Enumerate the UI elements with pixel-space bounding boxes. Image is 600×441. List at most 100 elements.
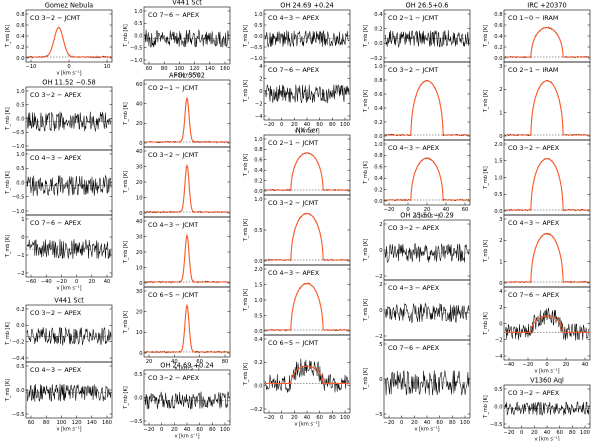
y-tick-label: 0.0 bbox=[494, 209, 502, 215]
transition-label: CO 2−1 − IRAM bbox=[508, 66, 558, 74]
y-tick-label: 4 bbox=[499, 289, 503, 295]
y-tick-label: 0.0 bbox=[494, 56, 502, 62]
y-axis-label: T_mb [K] bbox=[5, 235, 11, 258]
y-tick-label: 0.0 bbox=[254, 259, 262, 265]
y-tick-label: 1.5 bbox=[254, 282, 262, 288]
y-tick-label: 0.4 bbox=[374, 176, 383, 182]
y-tick-label: 0.8 bbox=[16, 12, 24, 18]
y-tick-label: 0 bbox=[139, 211, 142, 217]
source-name: IRC +20370 bbox=[527, 2, 566, 10]
x-tick-label: 0 bbox=[160, 427, 163, 433]
x-tick-label: 0 bbox=[280, 122, 283, 128]
y-axis-label: T_mb [K] bbox=[363, 161, 369, 184]
y-tick-label: 10 bbox=[136, 265, 143, 271]
profile-fit bbox=[145, 233, 229, 283]
y-tick-label: 0 bbox=[379, 248, 382, 254]
y-tick-label: 0.4 bbox=[254, 337, 263, 343]
source-name: OH 11.52 −0.58 bbox=[42, 79, 95, 87]
y-tick-label: 0.0 bbox=[134, 33, 142, 39]
spectrum-panel: V441 Sct 0.2 0.0 −0.2 −0.4 T_mb [K] CO 3−2 − A… bbox=[5, 297, 113, 363]
spectrum-trace bbox=[384, 30, 470, 48]
y-tick-label: 30 bbox=[136, 289, 143, 295]
x-tick-label: 0 bbox=[75, 279, 78, 285]
profile-fit bbox=[265, 212, 349, 261]
x-tick-label: 60 bbox=[196, 359, 203, 365]
source-name: OH 24.69 +0.24 bbox=[280, 2, 333, 10]
y-tick-label: 20 bbox=[136, 250, 143, 256]
source-name: V441 Sct bbox=[172, 0, 202, 7]
x-tick-label: 100 bbox=[220, 427, 230, 433]
y-tick-label: 2.0 bbox=[494, 142, 502, 148]
y-tick-label: 0.2 bbox=[16, 307, 24, 313]
y-tick-label: 0.4 bbox=[254, 168, 263, 174]
y-tick-label: 1.0 bbox=[374, 142, 382, 148]
profile-fit bbox=[265, 365, 349, 384]
x-tick-label: 120 bbox=[190, 66, 200, 72]
transition-label: CO 3−2 − JCMT bbox=[148, 151, 198, 159]
y-axis-label: T_mb [K] bbox=[123, 311, 129, 334]
spectrum-trace bbox=[26, 239, 112, 259]
y-tick-label: 0.8 bbox=[374, 78, 382, 84]
profile-fit bbox=[385, 157, 469, 201]
transition-label: CO 6−5 − JCMT bbox=[148, 291, 198, 299]
y-tick-label: 0.2 bbox=[374, 120, 382, 126]
spectrum-trace bbox=[264, 84, 350, 104]
spectrum-trace bbox=[144, 97, 230, 144]
spectrum-panel: 0.5 0.0 −0.5 T_mb [K] 60 80 100 120 140 160 v [km … bbox=[5, 361, 113, 433]
spectrum-trace bbox=[144, 29, 230, 48]
y-tick-label: −0.2 bbox=[250, 407, 263, 413]
y-tick-label: 1 bbox=[21, 217, 24, 223]
y-tick-label: −0.5 bbox=[12, 130, 25, 136]
y-axis-label: T_mb [K] bbox=[243, 80, 249, 103]
x-tick-label: 10 bbox=[104, 64, 111, 70]
transition-label: CO 3−2 − APEX bbox=[508, 144, 560, 152]
y-tick-label: 0.0 bbox=[134, 395, 142, 401]
x-axis-label: v [km s⁻¹] bbox=[174, 73, 199, 79]
y-tick-label: 0.0 bbox=[16, 56, 24, 62]
spectrum-trace bbox=[504, 79, 590, 137]
spectrum-panel: 1.0 0.8 0.6 0.4 0.2 0.0 T_mb [K] −20 0 20 40 60 v [k… bbox=[363, 139, 471, 220]
spectrum-panel: 420−2−4T_mb [K]−40 −20 0 20 40v [km s⁻¹]CO 7… bbox=[483, 286, 591, 375]
y-tick-label: −0.5 bbox=[12, 412, 25, 418]
y-axis-label: T_mb [K] bbox=[483, 395, 489, 418]
y-tick-label: 1.0 bbox=[254, 137, 262, 143]
y-axis-label: T_mb [K] bbox=[483, 312, 489, 335]
transition-label: CO 7−6 − APEX bbox=[148, 11, 200, 19]
y-tick-label: 0.0 bbox=[374, 199, 382, 205]
transition-label: CO 3−2 − JCMT bbox=[30, 14, 80, 22]
y-tick-label: 0.2 bbox=[494, 45, 502, 51]
y-axis-label: T_mb [K] bbox=[483, 240, 489, 263]
transition-label: CO 7−6 − APEX bbox=[388, 344, 440, 352]
y-tick-label: 5 bbox=[379, 342, 382, 348]
y-tick-label: 0.5 bbox=[494, 387, 502, 393]
y-tick-label: 1 bbox=[499, 259, 502, 265]
spectrum-panel: 1.0 0.5 0.0 −0.5 −1.0 T_mb [K] CO 4−3 − APEX bbox=[5, 149, 113, 216]
spectrum-panel: OH 11.52 −0.58 1.0 0.5 0.0 −0.5 −1.0 T_mb [K] C… bbox=[5, 79, 113, 151]
transition-label: CO 4−3 − APEX bbox=[388, 144, 440, 152]
x-tick-label: −20 bbox=[504, 430, 515, 436]
x-tick-label: −20 bbox=[384, 207, 395, 213]
y-tick-label: −0.4 bbox=[12, 356, 25, 362]
spectrum-panel: 2.0 1.5 1.0 0.5 0.0 T_mb [K] CO 3−2 − APEX bbox=[483, 139, 591, 216]
y-tick-label: 0.5 bbox=[494, 192, 502, 198]
y-tick-label: 1.0 bbox=[254, 298, 262, 304]
y-axis-label: T_mb [K] bbox=[123, 386, 129, 409]
spectrum-trace bbox=[504, 26, 590, 59]
y-tick-label: −0.5 bbox=[130, 419, 143, 425]
transition-label: CO 2−1 − JCMT bbox=[388, 14, 438, 22]
x-axis-label: v [km s⁻¹] bbox=[534, 437, 559, 441]
x-tick-label: −40 bbox=[504, 362, 515, 368]
x-tick-label: 20 bbox=[424, 207, 431, 213]
y-tick-label: 0.4 bbox=[374, 106, 383, 112]
y-tick-label: −0.5 bbox=[130, 46, 143, 52]
x-tick-label: 60 bbox=[556, 430, 563, 436]
transition-label: CO 2−1 − JCMT bbox=[268, 139, 318, 147]
y-axis-label: T_mb [K] bbox=[243, 25, 249, 48]
x-tick-label: 80 bbox=[329, 122, 336, 128]
y-tick-label: −2 bbox=[495, 338, 503, 344]
y-tick-label: 0.2 bbox=[374, 26, 382, 32]
y-tick-label: 20 bbox=[136, 180, 143, 186]
x-tick-label: 60 bbox=[28, 420, 35, 426]
x-axis-label: v [km s⁻¹] bbox=[414, 214, 439, 220]
